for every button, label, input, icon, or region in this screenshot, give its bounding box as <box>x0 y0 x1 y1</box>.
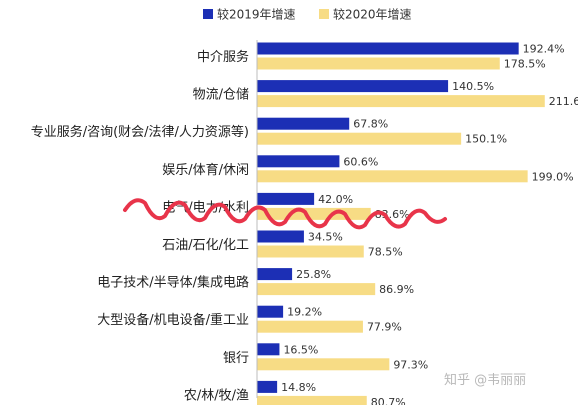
category-label: 电子技术/半导体/集成电路 <box>97 275 249 291</box>
data-label-vs2020: 211.6 <box>549 95 578 108</box>
data-label-vs2020: 80.7% <box>371 396 406 405</box>
data-label-vs2020: 86.9% <box>379 283 414 296</box>
bar-vs2020 <box>257 320 363 333</box>
data-label-vs2020: 150.1% <box>465 133 507 146</box>
bar-vs2019 <box>257 155 340 168</box>
bar-vs2019 <box>257 380 278 393</box>
category-label: 中介服务 <box>197 49 249 65</box>
value-labels: 192.4% 178.5% 140.5% 211.6 67.8% 150.1% 60.6% 1… <box>281 43 578 405</box>
bar-vs2020 <box>257 95 545 108</box>
bar-vs2019 <box>257 343 280 356</box>
bar-vs2019 <box>257 42 519 55</box>
data-label-vs2020: 78.5% <box>368 246 403 259</box>
category-label: 大型设备/机电设备/重工业 <box>97 312 249 328</box>
bar-vs2019 <box>257 192 315 205</box>
bar-vs2020 <box>257 132 462 145</box>
data-label-vs2020: 83.6% <box>375 208 410 221</box>
bar-vs2019 <box>257 268 293 281</box>
category-label: 银行 <box>223 351 249 366</box>
bar-vs2020 <box>257 207 371 220</box>
bar-vs2019 <box>257 117 350 130</box>
data-label-vs2019: 192.4% <box>523 43 565 56</box>
legend-swatch-2 <box>319 9 329 19</box>
data-label-vs2019: 42.0% <box>318 193 353 206</box>
watermark: 知乎 @韦丽丽 <box>444 372 526 388</box>
bar-vs2019 <box>257 305 284 318</box>
bar-vs2020 <box>257 57 500 70</box>
data-label-vs2020: 178.5% <box>504 58 546 71</box>
legend-swatch-1 <box>203 9 213 19</box>
legend: 较2019年增速 较2020年增速 <box>203 7 412 22</box>
bar-vs2019 <box>257 80 449 93</box>
bar-vs2020 <box>257 358 390 371</box>
data-label-vs2020: 77.9% <box>367 321 402 334</box>
bar-vs2019 <box>257 230 304 243</box>
category-label: 物流/仓储 <box>193 88 249 103</box>
data-label-vs2019: 60.6% <box>343 155 378 168</box>
category-label: 石油/石化/化工 <box>162 238 249 253</box>
data-label-vs2019: 14.8% <box>281 381 316 394</box>
bar-vs2020 <box>257 170 528 183</box>
data-label-vs2019: 16.5% <box>283 343 318 356</box>
bar-vs2020 <box>257 283 376 296</box>
legend-label-1: 较2019年增速 <box>217 7 296 22</box>
data-label-vs2020: 199.0% <box>532 170 574 183</box>
category-label: 农/林/牧/渔 <box>184 388 249 403</box>
category-labels: 中介服务物流/仓储专业服务/咨询(财会/法律/人力资源等)娱乐/体育/休闲电气/… <box>31 49 249 403</box>
data-label-vs2019: 19.2% <box>287 306 322 319</box>
bar-vs2020 <box>257 395 367 405</box>
red-wavy-annotation <box>123 198 447 230</box>
data-label-vs2020: 97.3% <box>393 358 428 371</box>
bars <box>257 42 545 405</box>
legend-label-2: 较2020年增速 <box>333 7 412 22</box>
category-label: 专业服务/咨询(财会/法律/人力资源等) <box>31 124 249 140</box>
data-label-vs2019: 67.8% <box>353 118 388 131</box>
category-label: 娱乐/体育/休闲 <box>162 162 249 178</box>
data-label-vs2019: 25.8% <box>296 268 331 281</box>
data-label-vs2019: 34.5% <box>308 231 343 244</box>
bar-vs2020 <box>257 245 364 258</box>
data-label-vs2019: 140.5% <box>452 80 494 93</box>
